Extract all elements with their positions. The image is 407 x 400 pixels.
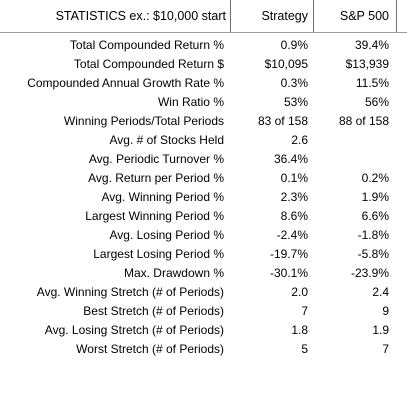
column-divider[interactable] [396, 0, 397, 32]
strategy-value: 2.6 [291, 133, 308, 147]
sp500-value: 6.6% [361, 209, 389, 223]
row-label: Compounded Annual Growth Rate % [27, 76, 224, 90]
table-row: Win Ratio % 53% 56% [0, 93, 407, 112]
column-divider[interactable] [313, 0, 314, 32]
sp500-value: 1.9 [372, 323, 389, 337]
strategy-value: 2.0 [291, 285, 308, 299]
row-label: Worst Stretch (# of Periods) [76, 342, 224, 356]
table-row: Max. Drawdown % -30.1% -23.9% [0, 264, 407, 283]
strategy-value: 36.4% [273, 152, 308, 166]
table-row: Total Compounded Return % 0.9% 39.4% [0, 36, 407, 55]
row-label: Winning Periods/Total Periods [63, 114, 224, 128]
header-statistics[interactable]: STATISTICS ex.: $10,000 start [55, 9, 226, 23]
strategy-value: 7 [301, 304, 308, 318]
table-row: Avg. Periodic Turnover % 36.4% [0, 150, 407, 169]
strategy-value: 2.3% [280, 190, 308, 204]
table-row: Winning Periods/Total Periods 83 of 158 … [0, 112, 407, 131]
sp500-value: -23.9% [350, 266, 389, 280]
sp500-value: -5.8% [357, 247, 389, 261]
row-label: Avg. Losing Period % [109, 228, 224, 242]
row-label: Largest Losing Period % [93, 247, 224, 261]
strategy-value: 0.1% [280, 171, 308, 185]
table-row: Avg. # of Stocks Held 2.6 [0, 131, 407, 150]
row-label: Avg. Periodic Turnover % [88, 152, 224, 166]
table-row: Largest Winning Period % 8.6% 6.6% [0, 207, 407, 226]
strategy-value: 8.6% [280, 209, 308, 223]
row-label: Avg. Winning Period % [101, 190, 224, 204]
table-row: Avg. Losing Stretch (# of Periods) 1.8 1… [0, 321, 407, 340]
sp500-value [314, 131, 396, 150]
sp500-value: 1.9% [361, 190, 389, 204]
sp500-value: -1.8% [357, 228, 389, 242]
sp500-value: 7 [382, 342, 389, 356]
sp500-value: $13,939 [345, 57, 389, 71]
row-label: Win Ratio % [157, 95, 224, 109]
table-row: Best Stretch (# of Periods) 7 9 [0, 302, 407, 321]
row-label: Avg. Winning Stretch (# of Periods) [36, 285, 224, 299]
sp500-value: 2.4 [372, 285, 389, 299]
strategy-value: -19.7% [269, 247, 308, 261]
row-label: Max. Drawdown % [123, 266, 224, 280]
row-label: Avg. # of Stocks Held [109, 133, 224, 147]
row-label: Avg. Return per Period % [88, 171, 224, 185]
sp500-value: 39.4% [354, 38, 389, 52]
strategy-value: 0.3% [280, 76, 308, 90]
strategy-value: 1.8 [291, 323, 308, 337]
table-row: Largest Losing Period % -19.7% -5.8% [0, 245, 407, 264]
header-strategy[interactable]: Strategy [261, 9, 308, 23]
sp500-value: 9 [382, 304, 389, 318]
strategy-value: -30.1% [269, 266, 308, 280]
strategy-value: -2.4% [276, 228, 308, 242]
sp500-value: 56% [364, 95, 389, 109]
row-label: Best Stretch (# of Periods) [83, 304, 224, 318]
strategy-value: $10,095 [264, 57, 308, 71]
table-row: Avg. Winning Stretch (# of Periods) 2.0 … [0, 283, 407, 302]
table-row: Worst Stretch (# of Periods) 5 7 [0, 340, 407, 359]
strategy-value: 0.9% [280, 38, 308, 52]
table-row: Compounded Annual Growth Rate % 0.3% 11.… [0, 74, 407, 93]
table-row: Avg. Return per Period % 0.1% 0.2% [0, 169, 407, 188]
row-label: Total Compounded Return $ [73, 57, 224, 71]
table-row: Avg. Winning Period % 2.3% 1.9% [0, 188, 407, 207]
sp500-value: 11.5% [355, 76, 389, 90]
row-label: Avg. Losing Stretch (# of Periods) [44, 323, 224, 337]
strategy-value: 83 of 158 [257, 114, 308, 128]
column-divider[interactable] [230, 0, 231, 32]
sp500-value [314, 150, 396, 169]
table-header: STATISTICS ex.: $10,000 start Strategy S… [0, 0, 407, 33]
table-body: Total Compounded Return % 0.9% 39.4% Tot… [0, 36, 407, 359]
sp500-value: 88 of 158 [338, 114, 389, 128]
sp500-value: 0.2% [361, 171, 389, 185]
strategy-value: 5 [301, 342, 308, 356]
strategy-value: 53% [283, 95, 308, 109]
header-sp500[interactable]: S&P 500 [339, 9, 389, 23]
row-label: Total Compounded Return % [69, 38, 224, 52]
row-label: Largest Winning Period % [85, 209, 224, 223]
table-row: Total Compounded Return $ $10,095 $13,93… [0, 55, 407, 74]
table-row: Avg. Losing Period % -2.4% -1.8% [0, 226, 407, 245]
